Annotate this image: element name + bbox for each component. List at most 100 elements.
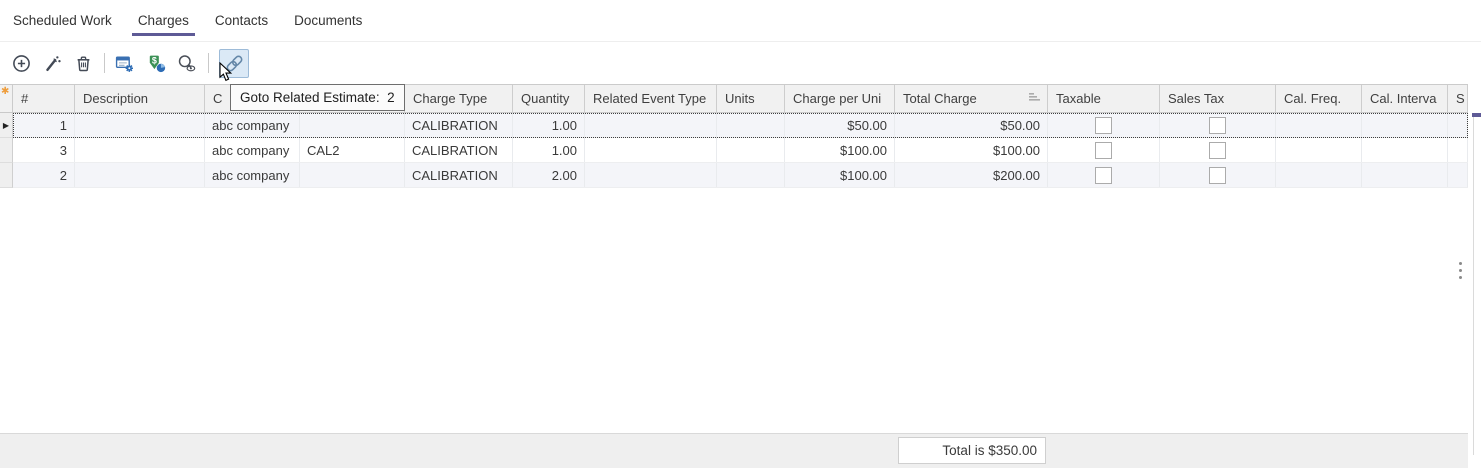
toolbar-separator <box>104 53 105 73</box>
sales-tax-checkbox[interactable] <box>1209 116 1226 134</box>
tab-documents[interactable]: Documents <box>294 13 363 28</box>
price-tag-chart-button[interactable]: $ <box>143 50 169 76</box>
cell-charge-per-uni[interactable]: $100.00 <box>785 163 895 187</box>
cell-related-event-type[interactable] <box>585 163 717 187</box>
splitter-grip[interactable] <box>1459 262 1463 283</box>
cell-col-3[interactable] <box>300 163 405 187</box>
search-preview-button[interactable] <box>174 50 200 76</box>
cell-related-event-type[interactable] <box>585 138 717 162</box>
cell-total-charge[interactable]: $200.00 <box>895 163 1048 187</box>
cell-total-charge[interactable]: $100.00 <box>895 138 1048 162</box>
row-header-column[interactable]: ✱ <box>0 85 13 112</box>
column-header-units[interactable]: Units <box>717 85 785 112</box>
add-icon <box>12 54 31 73</box>
cell-cal-interva[interactable] <box>1362 138 1448 162</box>
tab-charges[interactable]: Charges <box>131 0 195 41</box>
cell-description[interactable] <box>75 138 205 162</box>
cell-s[interactable] <box>1448 163 1468 187</box>
column-header-related-event-type[interactable]: Related Event Type <box>585 85 717 112</box>
cell-description[interactable] <box>75 163 205 187</box>
cell-taxable[interactable] <box>1048 163 1160 187</box>
column-header-cal-freq[interactable]: Cal. Freq. <box>1276 85 1362 112</box>
column-header-charge-type[interactable]: Charge Type <box>405 85 513 112</box>
cell-taxable[interactable] <box>1048 113 1160 137</box>
column-header-description[interactable]: Description <box>75 85 205 112</box>
cell-units[interactable] <box>717 138 785 162</box>
cell-c[interactable]: abc company <box>205 163 300 187</box>
cell-cal-freq[interactable] <box>1276 138 1362 162</box>
cell-col-0[interactable]: 2 <box>13 163 75 187</box>
vertical-scrollbar[interactable] <box>1468 84 1481 468</box>
cell-sales-tax[interactable] <box>1160 113 1276 137</box>
row-cells: 3 abc company CAL2 CALIBRATION 1.00 $100.00 $1… <box>13 138 1468 163</box>
cell-quantity[interactable]: 2.00 <box>513 163 585 187</box>
cell-s[interactable] <box>1448 138 1468 162</box>
cell-sales-tax[interactable] <box>1160 163 1276 187</box>
column-header-label: Charge per Uni <box>793 91 882 106</box>
taxable-checkbox[interactable] <box>1095 166 1112 184</box>
cell-c[interactable]: abc company <box>205 138 300 162</box>
cell-cal-freq[interactable] <box>1276 163 1362 187</box>
delete-button[interactable] <box>70 50 96 76</box>
column-header-col-0[interactable]: # <box>13 85 75 112</box>
cell-charge-type[interactable]: CALIBRATION <box>405 138 513 162</box>
cell-charge-type[interactable]: CALIBRATION <box>405 113 513 137</box>
cell-col-0[interactable]: 1 <box>13 113 75 137</box>
row-cells: 2 abc company CALIBRATION 2.00 $100.00 $200.0… <box>13 163 1468 188</box>
column-header-charge-per-uni[interactable]: Charge per Uni <box>785 85 895 112</box>
column-header-label: Total Charge <box>903 91 977 106</box>
grid-footer: Total is $350.00 <box>0 433 1468 468</box>
column-header-label: Cal. Freq. <box>1284 91 1342 106</box>
column-header-label: Taxable <box>1056 91 1101 106</box>
row-selector[interactable] <box>0 163 13 188</box>
cell-cal-interva[interactable] <box>1362 163 1448 187</box>
taxable-checkbox[interactable] <box>1095 141 1112 159</box>
grid-settings-button[interactable] <box>112 50 138 76</box>
search-preview-icon <box>177 54 197 73</box>
column-header-label: # <box>21 91 29 106</box>
cell-related-event-type[interactable] <box>585 113 717 137</box>
column-header-quantity[interactable]: Quantity <box>513 85 585 112</box>
cell-units[interactable] <box>717 113 785 137</box>
row-selector[interactable]: ▶ <box>0 113 13 138</box>
cell-quantity[interactable]: 1.00 <box>513 113 585 137</box>
column-header-label: Units <box>725 91 755 106</box>
cell-quantity[interactable]: 1.00 <box>513 138 585 162</box>
cell-charge-per-uni[interactable]: $50.00 <box>785 113 895 137</box>
tab-contacts[interactable]: Contacts <box>214 13 269 28</box>
sales-tax-checkbox[interactable] <box>1209 166 1226 184</box>
link-button[interactable] <box>219 48 249 78</box>
column-header-sales-tax[interactable]: Sales Tax <box>1160 85 1276 112</box>
cell-col-3[interactable]: CAL2 <box>300 138 405 162</box>
cell-col-0[interactable]: 3 <box>13 138 75 162</box>
column-header-s[interactable]: S <box>1448 85 1468 112</box>
magic-wand-button[interactable] <box>39 50 65 76</box>
column-header-label: Description <box>83 91 149 106</box>
cell-total-charge[interactable]: $50.00 <box>895 113 1048 137</box>
cell-sales-tax[interactable] <box>1160 138 1276 162</box>
column-header-total-charge[interactable]: Total Charge <box>895 85 1048 112</box>
cell-taxable[interactable] <box>1048 138 1160 162</box>
cell-units[interactable] <box>717 163 785 187</box>
grid-header-row: ✱ # Description C Charge Type Quantity Related… <box>0 84 1468 113</box>
add-button[interactable] <box>8 50 34 76</box>
toolbar-separator <box>208 53 209 73</box>
column-header-taxable[interactable]: Taxable <box>1048 85 1160 112</box>
tab-scheduled-work[interactable]: Scheduled Work <box>13 13 112 28</box>
cell-description[interactable] <box>75 113 205 137</box>
cell-c[interactable]: abc company <box>205 113 300 137</box>
cell-col-3[interactable] <box>300 113 405 137</box>
row-selector[interactable] <box>0 138 13 163</box>
column-header-cal-interva[interactable]: Cal. Interva <box>1362 85 1448 112</box>
taxable-checkbox[interactable] <box>1095 116 1112 134</box>
cell-charge-per-uni[interactable]: $100.00 <box>785 138 895 162</box>
cell-charge-type[interactable]: CALIBRATION <box>405 163 513 187</box>
cell-s[interactable] <box>1448 113 1468 137</box>
cell-cal-interva[interactable] <box>1362 113 1448 137</box>
sales-tax-checkbox[interactable] <box>1209 141 1226 159</box>
scrollbar-thumb[interactable] <box>1472 113 1481 117</box>
cell-cal-freq[interactable] <box>1276 113 1362 137</box>
column-header-label: Quantity <box>521 91 570 106</box>
tooltip: Goto Related Estimate: 2 <box>230 84 405 111</box>
